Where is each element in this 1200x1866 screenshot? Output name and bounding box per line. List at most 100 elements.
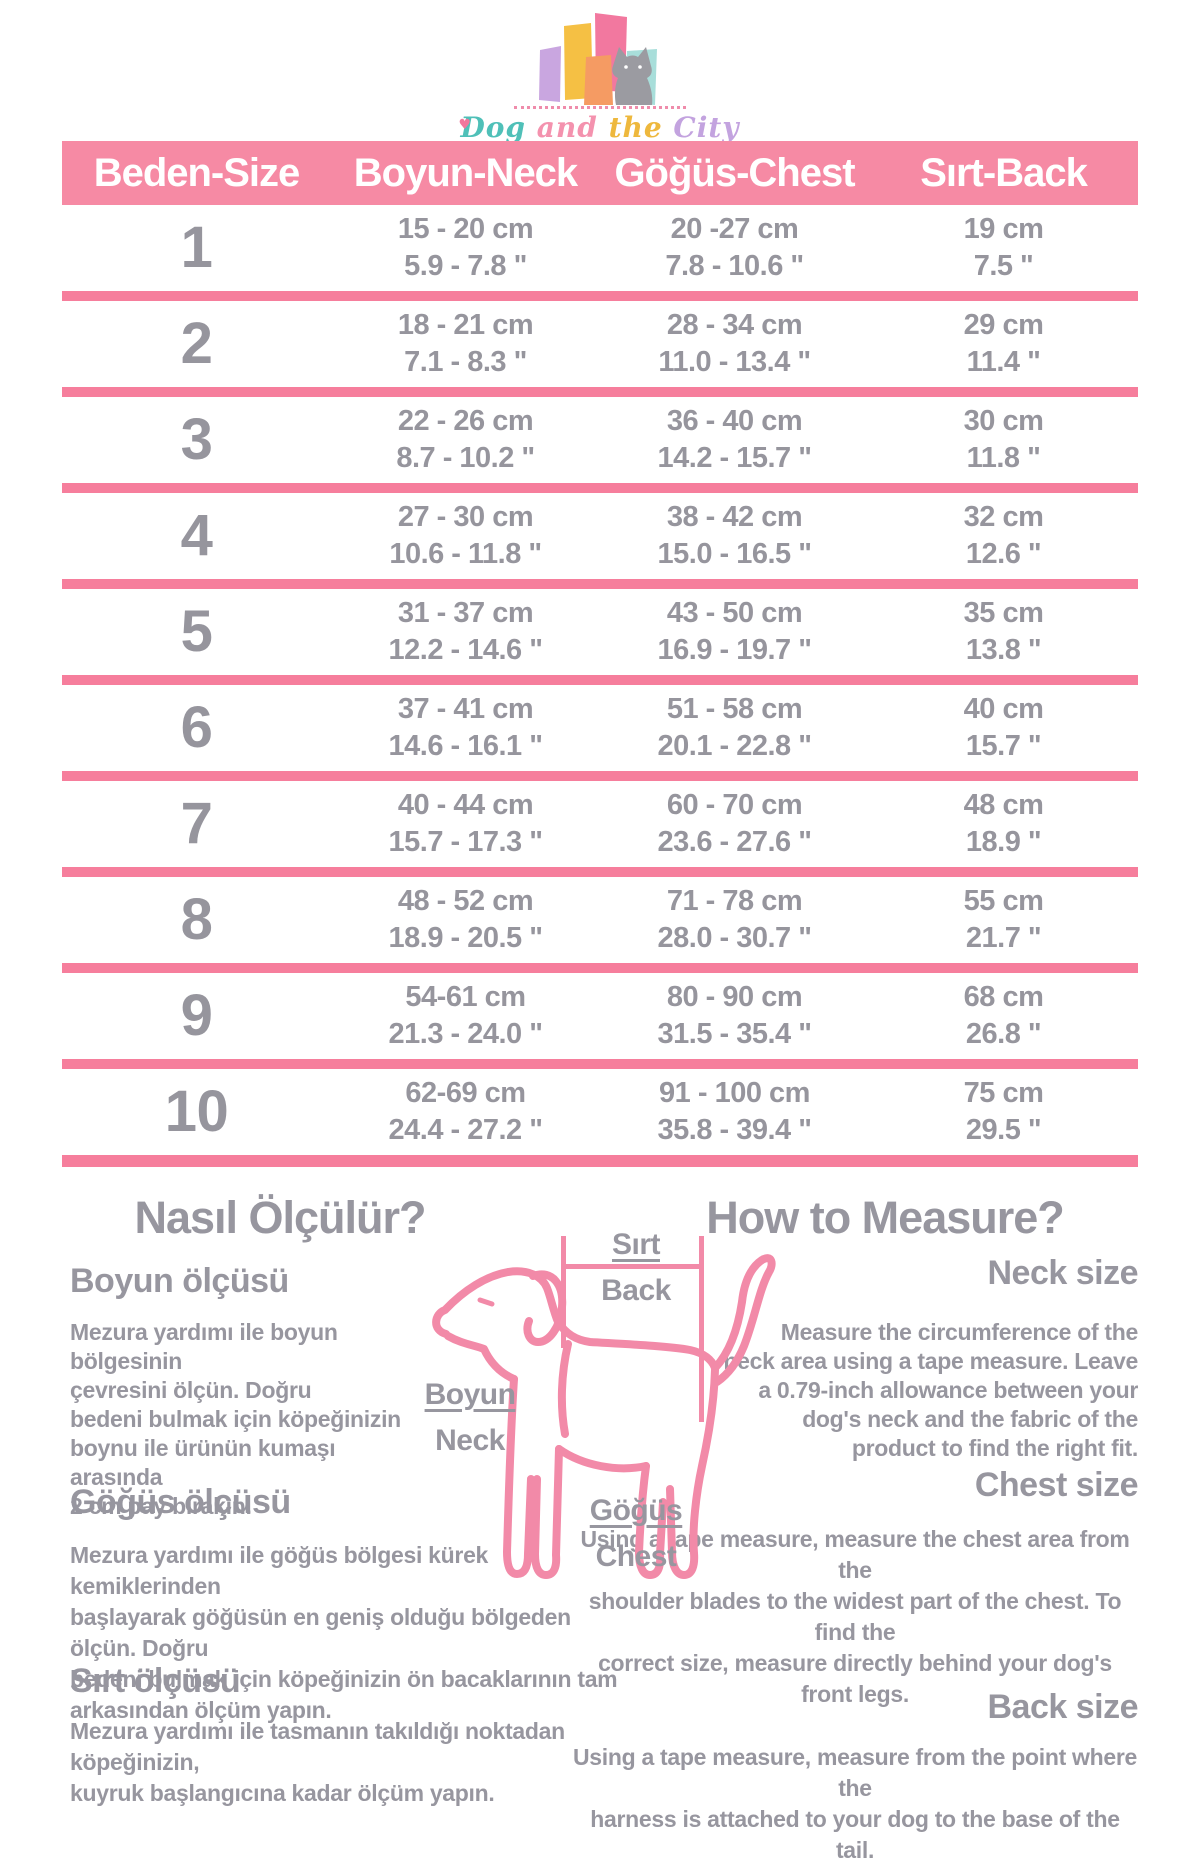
chest-cell: 51 - 58 cm 20.1 - 22.8 "	[600, 691, 869, 765]
chest-inch-value: 15.0 - 16.5 "	[657, 538, 812, 570]
back-cm-value: 40 cm	[963, 693, 1044, 725]
size-cell: 5	[180, 599, 213, 664]
neck-inch-value: 5.9 - 7.8 "	[404, 250, 527, 282]
neck-cell: 22 - 26 cm 8.7 - 10.2 "	[331, 403, 600, 477]
back-cell: 55 cm 21.7 "	[869, 883, 1138, 957]
back-cm-value: 55 cm	[963, 885, 1044, 917]
chest-cm-value: 36 - 40 cm	[666, 405, 803, 437]
section-body-back: Using a tape measure, measure from the p…	[573, 1744, 1137, 1863]
how-to-measure-title-tr: Nasıl Ölçülür?	[134, 1192, 426, 1243]
back-cell: 75 cm 29.5 "	[869, 1075, 1138, 1149]
chest-inch-value: 7.8 - 10.6 "	[665, 250, 804, 282]
neck-inch-value: 12.2 - 14.6 "	[388, 634, 543, 666]
chest-cm-value: 71 - 78 cm	[666, 885, 803, 917]
back-cm-value: 48 cm	[963, 789, 1044, 821]
back-inch-value: 15.7 "	[965, 730, 1042, 762]
table-row: 10 62-69 cm 24.4 - 27.2 " 91 - 100 cm 35.8 -…	[62, 1069, 1138, 1155]
section-heading-boyun: Boyun ölçüsü	[70, 1262, 289, 1300]
size-table-rows: 1 15 - 20 cm 5.9 - 7.8 " 20 -27 cm 7.8 - 10.…	[62, 205, 1138, 1167]
diagram-label-sirt: Sırt	[556, 1228, 716, 1262]
neck-cm-value: 15 - 20 cm	[397, 213, 534, 245]
neck-cm-value: 27 - 30 cm	[397, 501, 534, 533]
back-inch-value: 29.5 "	[965, 1114, 1042, 1146]
column-header: Boyun-Neck	[353, 150, 578, 195]
row-divider	[62, 291, 1138, 301]
section-heading-chest: Chest size	[974, 1466, 1139, 1504]
table-row: 7 40 - 44 cm 15.7 - 17.3 " 60 - 70 cm 23.6 -…	[62, 781, 1138, 867]
size-cell: 9	[180, 983, 213, 1048]
chest-cell: 28 - 34 cm 11.0 - 13.4 "	[600, 307, 869, 381]
back-cm-value: 30 cm	[963, 405, 1044, 437]
diagram-label-gogus: Göğüs	[556, 1494, 716, 1528]
section-body-gogus: Mezura yardımı ile göğüs bölgesi kürek k…	[70, 1542, 618, 1723]
neck-cm-value: 62-69 cm	[405, 1077, 526, 1109]
neck-cm-value: 40 - 44 cm	[397, 789, 534, 821]
chest-inch-value: 28.0 - 30.7 "	[657, 922, 812, 954]
neck-cell: 62-69 cm 24.4 - 27.2 "	[331, 1075, 600, 1149]
neck-cell: 37 - 41 cm 14.6 - 16.1 "	[331, 691, 600, 765]
neck-inch-value: 10.6 - 11.8 "	[389, 538, 542, 570]
neck-cm-value: 54-61 cm	[405, 981, 526, 1013]
brand-name: ♥ Dog and the City	[458, 111, 740, 144]
chest-inch-value: 31.5 - 35.4 "	[657, 1018, 812, 1050]
row-divider	[62, 867, 1138, 877]
back-cm-value: 19 cm	[963, 213, 1044, 245]
back-cm-value: 75 cm	[963, 1077, 1044, 1109]
neck-inch-value: 14.6 - 16.1 "	[388, 730, 543, 762]
chest-cm-value: 43 - 50 cm	[666, 597, 803, 629]
neck-inch-value: 21.3 - 24.0 "	[388, 1018, 543, 1050]
chest-inch-value: 16.9 - 19.7 "	[657, 634, 812, 666]
neck-inch-value: 18.9 - 20.5 "	[388, 922, 543, 954]
size-cell: 2	[180, 311, 213, 376]
back-cell: 40 cm 15.7 "	[869, 691, 1138, 765]
row-divider	[62, 963, 1138, 973]
neck-cell: 18 - 21 cm 7.1 - 8.3 "	[331, 307, 600, 381]
back-cell: 35 cm 13.8 "	[869, 595, 1138, 669]
back-cell: 48 cm 18.9 "	[869, 787, 1138, 861]
chest-cell: 20 -27 cm 7.8 - 10.6 "	[600, 211, 869, 285]
chest-inch-value: 35.8 - 39.4 "	[657, 1114, 812, 1146]
brand-word-and: and	[536, 111, 598, 144]
table-row: 6 37 - 41 cm 14.6 - 16.1 " 51 - 58 cm 20.1 -…	[62, 685, 1138, 771]
section-heading-neck: Neck size	[987, 1254, 1139, 1292]
brand-word-the: the	[608, 111, 663, 144]
back-cell: 29 cm 11.4 "	[869, 307, 1138, 381]
heart-icon: ♥	[458, 117, 472, 133]
back-measure-line-horizontal	[561, 1264, 704, 1269]
brand-word-dog: Dog	[460, 111, 526, 144]
chest-cell: 60 - 70 cm 23.6 - 27.6 "	[600, 787, 869, 861]
table-row: 5 31 - 37 cm 12.2 - 14.6 " 43 - 50 cm 16.9 -…	[62, 589, 1138, 675]
neck-cm-value: 18 - 21 cm	[397, 309, 534, 341]
size-table-header: Beden-Size Boyun-Neck Göğüs-Chest Sırt-Back	[62, 141, 1138, 205]
chest-cm-value: 91 - 100 cm	[659, 1077, 810, 1109]
row-divider	[62, 771, 1138, 781]
neck-inch-value: 7.1 - 8.3 "	[404, 346, 527, 378]
back-inch-value: 7.5 "	[973, 250, 1034, 282]
back-cm-value: 29 cm	[963, 309, 1044, 341]
back-inch-value: 26.8 "	[965, 1018, 1042, 1050]
table-row: 4 27 - 30 cm 10.6 - 11.8 " 38 - 42 cm 15.0 -…	[62, 493, 1138, 579]
brand-word-city: City	[673, 111, 740, 144]
chest-cm-value: 80 - 90 cm	[666, 981, 803, 1013]
back-measure-line-left	[561, 1236, 566, 1348]
chest-cell: 43 - 50 cm 16.9 - 19.7 "	[600, 595, 869, 669]
back-cm-value: 35 cm	[963, 597, 1044, 629]
row-divider	[62, 1155, 1138, 1167]
back-cell: 68 cm 26.8 "	[869, 979, 1138, 1053]
diagram-label-gogus-text: Göğüs	[589, 1494, 683, 1527]
chest-cm-value: 28 - 34 cm	[666, 309, 803, 341]
diagram-label-boyun-text: Boyun	[424, 1378, 516, 1411]
section-heading-gogus: Göğüs ölçüsü	[70, 1483, 291, 1521]
column-header: Sırt-Back	[920, 150, 1088, 195]
table-row: 3 22 - 26 cm 8.7 - 10.2 " 36 - 40 cm 14.2 - …	[62, 397, 1138, 483]
back-inch-value: 18.9 "	[965, 826, 1042, 858]
neck-cell: 54-61 cm 21.3 - 24.0 "	[331, 979, 600, 1053]
chest-cell: 71 - 78 cm 28.0 - 30.7 "	[600, 883, 869, 957]
row-divider	[62, 387, 1138, 397]
back-measure-line-right	[699, 1236, 704, 1422]
neck-cm-value: 31 - 37 cm	[397, 597, 534, 629]
back-cell: 19 cm 7.5 "	[869, 211, 1138, 285]
size-cell: 8	[180, 887, 213, 952]
neck-cell: 27 - 30 cm 10.6 - 11.8 "	[331, 499, 600, 573]
diagram-label-chest: Chest	[595, 1540, 677, 1573]
